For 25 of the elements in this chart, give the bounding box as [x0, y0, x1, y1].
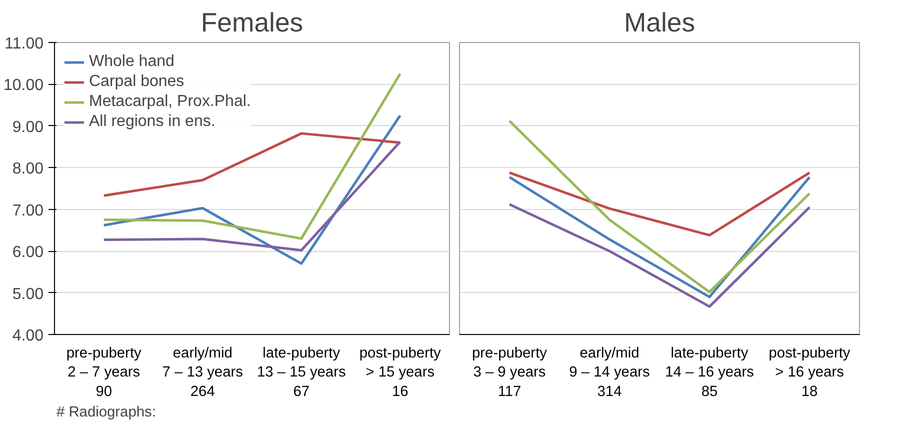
text: # Radiographs: [56, 404, 156, 420]
y-tick-label: 5.00 [12, 286, 44, 303]
y-tick-label: 9.00 [12, 118, 44, 136]
y-tick-label: 8.00 [12, 160, 44, 178]
y-tick-label: 7.00 [12, 202, 44, 220]
y-tick-label: 4.00 [12, 328, 44, 344]
chart-title: Females [200, 8, 304, 38]
x-tick-label: pre-puberty 2 – 7 years 90 [66, 346, 142, 400]
x-tick-label: late-puberty 13 – 15 years 67 [256, 346, 346, 400]
line-series [102, 132, 402, 197]
y-tick-label: 6.00 [12, 244, 44, 262]
x-tick-label: early/mid 9 – 14 years 314 [569, 346, 650, 400]
x-tick-label: late-puberty 14 – 16 years 85 [665, 346, 754, 400]
x-tick-label: post-puberty > 15 years 16 [359, 346, 442, 400]
x-tick-label: early/mid 7 – 13 years 264 [162, 346, 243, 400]
line-series [102, 140, 402, 252]
chart-title: Males [624, 8, 696, 38]
legend-label: Metacarpal, Prox.Phal. [89, 93, 251, 111]
legend-label: All regions in ens. [89, 113, 216, 131]
legend-label: Whole hand [89, 53, 174, 71]
x-tick-label: post-puberty > 16 years 18 [768, 346, 851, 400]
legend-label: Carpal bones [89, 73, 184, 91]
y-tick-label: 10.00 [3, 77, 44, 94]
y-tick-label: 11.00 [4, 36, 44, 52]
x-tick-label: pre-puberty 3 – 9 years 117 [472, 346, 548, 400]
